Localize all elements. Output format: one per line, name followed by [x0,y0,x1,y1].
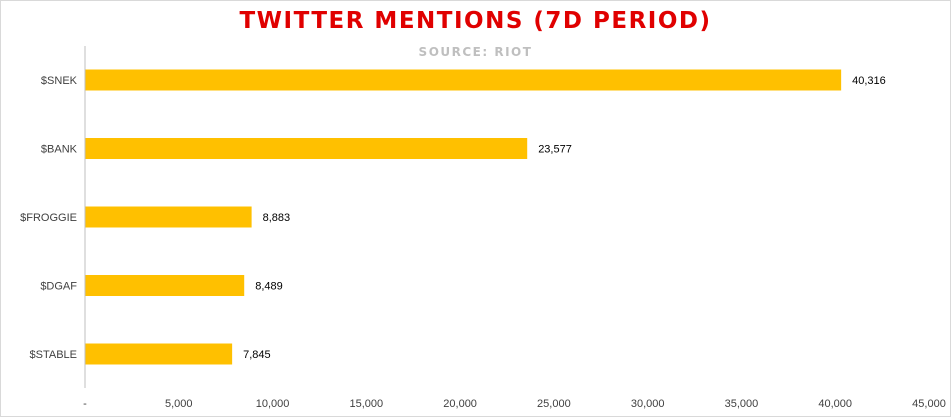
bar-bank [85,138,528,159]
chart-title: TWITTER MENTIONS (7D PERIOD) [239,8,712,34]
bar-snek [85,69,842,91]
data-label: 8,489 [255,281,283,293]
bar-dgaf [85,275,245,296]
x-tick-label: 45,000 [912,398,946,410]
category-label: $STABLE [30,349,78,361]
x-tick-label: 10,000 [256,398,290,410]
x-tick-labels: - 5,000 10,000 15,000 20,000 25,000 30,000 35,0… [83,398,946,410]
chart-subtitle: SOURCE: RIOT [418,45,533,59]
bar-froggie [85,206,252,228]
category-label: $SNEK [41,75,78,87]
bar-stable [85,343,233,365]
category-label: $DGAF [40,281,77,293]
category-label: $BANK [41,144,78,156]
x-tick-label: - [83,398,87,410]
x-tick-label: 35,000 [725,398,759,410]
x-tick-label: 25,000 [537,398,571,410]
data-label: 23,577 [538,144,572,156]
x-tick-label: 20,000 [443,398,477,410]
bars-group [85,69,842,365]
data-label: 8,883 [263,212,291,224]
category-labels: $SNEK $BANK $FROGGIE $DGAF $STABLE [20,75,78,361]
data-label: 7,845 [243,349,271,361]
x-tick-label: 5,000 [165,398,193,410]
data-label: 40,316 [852,75,886,87]
category-label: $FROGGIE [20,212,77,224]
x-tick-label: 15,000 [350,398,384,410]
x-tick-label: 40,000 [818,398,852,410]
x-tick-label: 30,000 [631,398,665,410]
value-labels: 40,316 23,577 8,883 8,489 7,845 [243,75,886,361]
